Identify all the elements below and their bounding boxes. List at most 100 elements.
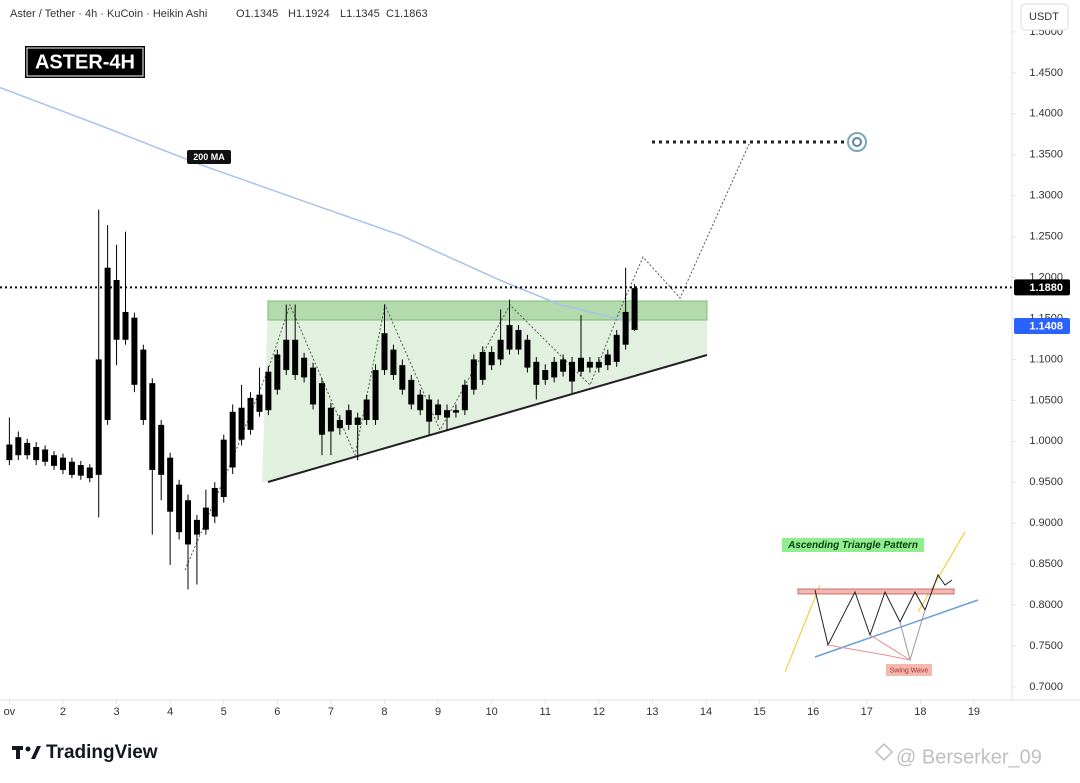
candle-body [569, 361, 576, 382]
candle-body [479, 352, 486, 380]
support-trendline [267, 354, 708, 483]
x-tick-label: 17 [861, 706, 873, 718]
y-tick-label: 0.7000 [1029, 681, 1063, 693]
candle-body [461, 384, 468, 411]
candle-body [515, 329, 522, 350]
y-tick-label: 0.9000 [1029, 517, 1063, 529]
candle-body [140, 349, 147, 420]
candle-body [301, 357, 308, 378]
inset-resistance [797, 588, 955, 595]
x-tick-label: ov [4, 706, 16, 718]
y-tick-label: 1.0000 [1029, 435, 1063, 447]
axes: 0.7000 0.7500 0.8000 0.8500 0.9000 0.9500 1.00… [4, 26, 1070, 718]
candle-body [256, 394, 263, 412]
ma-label-box [187, 150, 231, 164]
candle-body [113, 280, 120, 340]
candle-body [122, 311, 129, 340]
x-tick-label: 11 [540, 706, 551, 718]
candle-body [506, 325, 513, 350]
inset-yellow-line [917, 531, 966, 613]
candle-body [265, 371, 272, 411]
x-tick-label: 14 [700, 706, 712, 718]
y-tick-label: 0.8500 [1029, 558, 1063, 570]
candle-body [229, 411, 236, 468]
candle-body [283, 339, 290, 371]
inset-caption: Swing Wave [890, 667, 929, 674]
x-tick-label: 18 [914, 706, 926, 718]
currency-button[interactable] [1020, 3, 1069, 31]
watermark: @ Berserker_09 [896, 746, 1042, 768]
candle-body [77, 465, 84, 476]
candle-body [104, 267, 111, 420]
candle-body [33, 447, 40, 461]
inset-title: Ascending Triangle Pattern [787, 540, 918, 551]
candle-body [533, 361, 540, 385]
candle-body [292, 339, 299, 375]
x-tick-label: 6 [274, 706, 280, 718]
candle-body [417, 394, 424, 411]
x-tick-label: 19 [968, 706, 980, 718]
inset-yellow-line [784, 584, 821, 673]
candle-body [381, 333, 388, 371]
currency-label[interactable]: USDT [1029, 11, 1059, 23]
candle-body [131, 317, 138, 385]
candle-body [551, 361, 558, 378]
candle-body [595, 361, 602, 368]
candle-body [158, 424, 165, 475]
candle-body [51, 455, 58, 466]
y-tick-label: 1.0500 [1029, 394, 1063, 406]
candle-body [497, 339, 504, 360]
chart-title: ASTER-4H [35, 51, 135, 73]
y-tick-label: 0.8000 [1029, 599, 1063, 611]
candle-body [586, 361, 593, 368]
inset-caption-box [886, 664, 932, 676]
y-tick-label: 1.3000 [1029, 190, 1063, 202]
x-tick-label: 5 [221, 706, 227, 718]
brand-name: TradingView [46, 742, 158, 763]
candle-body [86, 467, 93, 479]
candle-body [15, 437, 22, 456]
candle-body [274, 354, 281, 390]
candle-body [560, 359, 567, 372]
ohlc-high: H1.1924 [288, 8, 330, 20]
y-tick-label: 1.4000 [1029, 108, 1063, 120]
candle-body [149, 383, 156, 470]
candle-body [68, 461, 75, 475]
candle-body [6, 444, 13, 461]
y-tick-label: 0.7500 [1029, 640, 1063, 652]
candle-body [202, 507, 209, 530]
candle-body [390, 349, 397, 375]
candle-body [488, 352, 495, 366]
inset-swing [899, 609, 926, 662]
y-tick-label: 1.2500 [1029, 231, 1063, 243]
candle-body [167, 457, 174, 512]
x-tick-label: 10 [486, 706, 498, 718]
candle-body [631, 288, 638, 330]
candle-body [470, 359, 477, 390]
candle-body [336, 420, 343, 429]
brand-logo [12, 746, 41, 759]
candle-body [211, 487, 218, 517]
candle-body [435, 404, 442, 416]
candle-body [452, 410, 459, 413]
candle-body [247, 397, 254, 430]
candle-body [372, 370, 379, 420]
title-box [25, 46, 145, 78]
candle-body [193, 519, 200, 535]
x-tick-label: 12 [593, 706, 605, 718]
candle-body [176, 484, 183, 533]
price-tag [1014, 279, 1070, 296]
ohlc-close: C1.1863 [386, 8, 428, 20]
x-tick-label: 13 [646, 706, 658, 718]
x-tick-label: 8 [381, 706, 387, 718]
candle-body [327, 407, 334, 432]
x-tick-label: 7 [328, 706, 334, 718]
candle-body [220, 439, 227, 497]
logo-part [25, 746, 31, 752]
candle-body [318, 383, 325, 435]
candle-body [524, 339, 531, 368]
y-tick-label: 0.9500 [1029, 476, 1063, 488]
candle-body [604, 354, 611, 366]
candle-body [622, 311, 629, 345]
resistance-zone [267, 300, 708, 321]
